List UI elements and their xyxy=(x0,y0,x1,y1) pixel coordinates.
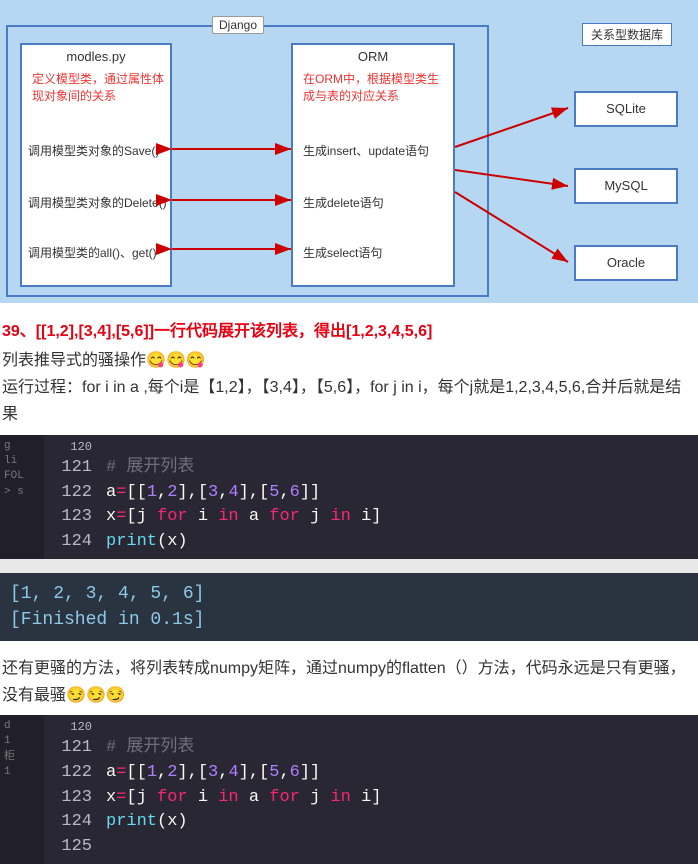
prose-explain: 运行过程：for i in a ,每个i是【1,2】，【3,4】，【5,6】，f… xyxy=(2,374,696,428)
db-sqlite: SQLite xyxy=(574,91,678,127)
output-line-result: [1, 2, 3, 4, 5, 6] xyxy=(10,581,688,607)
gutter-line: 1 xyxy=(4,765,40,780)
gutter-line: 柜 xyxy=(4,750,40,765)
editor-gutter-2: d 1 柜 1 xyxy=(0,715,44,864)
models-row-delete: 调用模型类对象的Delete() xyxy=(28,195,167,212)
models-box: modles.py 定义模型类，通过属性体现对象间的关系 调用模型类对象的Sav… xyxy=(20,43,172,287)
orm-row-select: 生成select语句 xyxy=(303,245,382,262)
db-group-label: 关系型数据库 xyxy=(582,23,672,46)
gutter-line: > s xyxy=(4,485,40,500)
models-desc: 定义模型类，通过属性体现对象间的关系 xyxy=(32,71,164,105)
prose-numpy: 还有更骚的方法，将列表转成numpy矩阵，通过numpy的flatten（）方法… xyxy=(2,655,696,709)
code-block-1: g li FOL > s 120 121# 展开列表 122a=[[1,2],[… xyxy=(0,435,698,559)
gutter-line: li xyxy=(4,454,40,469)
orm-row-insert: 生成insert、update语句 xyxy=(303,143,429,160)
code-block-2: d 1 柜 1 120 121# 展开列表 122a=[[1,2],[3,4],… xyxy=(0,715,698,864)
orm-desc: 在ORM中，根据模型类生成与表的对应关系 xyxy=(303,71,447,105)
code-lines-2: 120 121# 展开列表 122a=[[1,2],[3,4],[5,6]] 1… xyxy=(52,719,698,860)
gutter-line: 1 xyxy=(4,734,40,749)
models-row-query: 调用模型类的all()、get() xyxy=(28,245,157,262)
django-label: Django xyxy=(212,16,264,34)
output-line-status: [Finished in 0.1s] xyxy=(10,607,688,633)
orm-row-delete: 生成delete语句 xyxy=(303,195,384,212)
db-mysql: MySQL xyxy=(574,168,678,204)
gutter-line: g xyxy=(4,439,40,454)
editor-gutter-1: g li FOL > s xyxy=(0,435,44,559)
django-orm-diagram: Django modles.py 定义模型类，通过属性体现对象间的关系 调用模型… xyxy=(0,0,698,303)
models-title: modles.py xyxy=(66,49,125,64)
db-oracle-label: Oracle xyxy=(576,247,676,270)
orm-title: ORM xyxy=(358,49,388,64)
db-sqlite-label: SQLite xyxy=(576,93,676,116)
db-oracle: Oracle xyxy=(574,245,678,281)
prose-intro-text: 列表推导式的骚操作 xyxy=(2,352,146,369)
db-mysql-label: MySQL xyxy=(576,170,676,193)
emoji-row-2: 😏😏😏 xyxy=(66,682,126,709)
code-comment-2: # 展开列表 xyxy=(106,738,194,757)
models-row-save: 调用模型类对象的Save() xyxy=(28,143,159,160)
gutter-line: d xyxy=(4,719,40,734)
gutter-line: FOL xyxy=(4,469,40,484)
question-heading: 39、[[1,2],[3,4],[5,6]]一行代码展开该列表，得出[1,2,3… xyxy=(2,317,698,341)
orm-box: ORM 在ORM中，根据模型类生成与表的对应关系 生成insert、update… xyxy=(291,43,455,287)
code-lines-1: 120 121# 展开列表 122a=[[1,2],[3,4],[5,6]] 1… xyxy=(52,439,698,555)
emoji-row-1: 😋😋😋 xyxy=(146,347,206,374)
prose-intro: 列表推导式的骚操作😋😋😋 xyxy=(2,347,696,374)
code-comment: # 展开列表 xyxy=(106,458,194,477)
output-block-1: [1, 2, 3, 4, 5, 6] [Finished in 0.1s] xyxy=(0,559,698,641)
